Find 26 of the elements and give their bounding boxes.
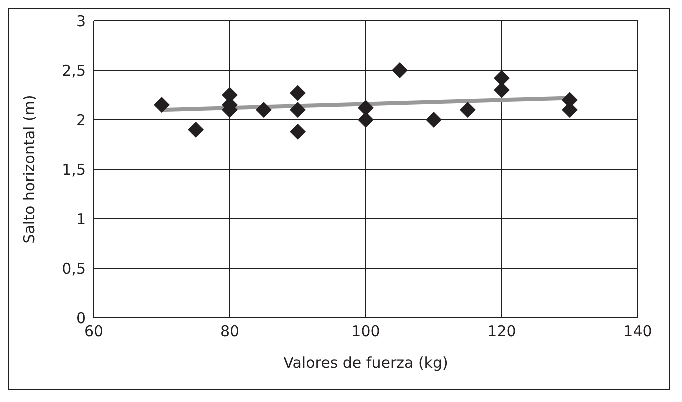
point [358,112,374,128]
point [290,102,306,118]
point [426,112,442,128]
y-tick-label: 2 [76,111,86,130]
x-axis-title: Valores de fuerza (kg) [284,354,448,372]
point [494,70,510,86]
x-tick-label: 120 [488,322,516,341]
point [494,82,510,98]
point [256,102,272,118]
point [290,124,306,140]
y-tick-label: 0 [76,309,86,328]
x-tick-label: 100 [352,322,380,341]
point [290,85,306,102]
point [154,97,170,114]
y-tick-label: 1,5 [62,160,86,179]
y-axis-title: Salto horizontal (m) [20,95,38,244]
point [188,122,204,138]
x-tick-label: 60 [84,322,104,341]
x-tick-label: 80 [220,322,240,341]
y-tick-label: 3 [76,12,86,30]
point [392,62,408,78]
point [460,102,476,118]
y-tick-label: 0,5 [62,260,86,278]
y-tick-label: 2,5 [62,62,86,80]
y-tick-label: 1 [76,210,86,228]
x-tick-label: 140 [624,322,652,341]
